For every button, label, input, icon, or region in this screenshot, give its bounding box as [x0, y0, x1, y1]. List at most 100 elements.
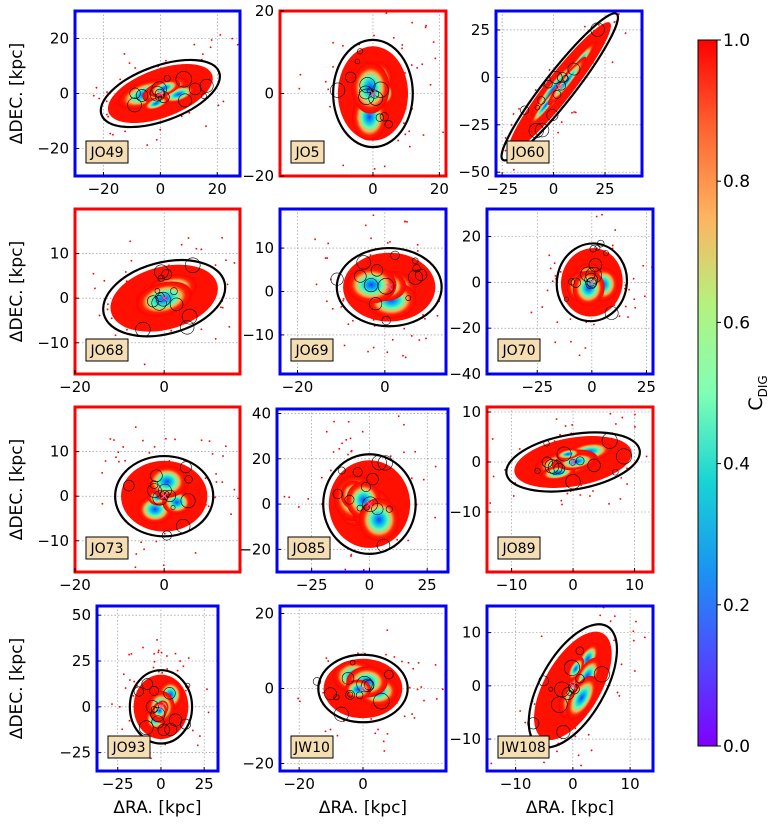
dig-pixel — [221, 306, 224, 309]
dig-pixel — [347, 323, 350, 326]
dig-pixel — [333, 420, 335, 423]
dig-pixel — [143, 548, 145, 551]
x-tick-label: −20 — [88, 180, 120, 198]
dig-pixel — [101, 502, 104, 505]
dig-pixel — [385, 653, 387, 656]
dig-pixel — [124, 270, 127, 273]
dig-pixel — [349, 437, 352, 440]
dig-pixel — [357, 652, 359, 655]
dig-pixel — [683, 440, 685, 442]
dig-pixel — [156, 639, 158, 641]
panel-name: JO60 — [511, 145, 545, 161]
panel-name-badge — [497, 338, 541, 362]
dig-pixel — [551, 280, 554, 283]
dig-pixel — [168, 460, 171, 462]
region-circle — [181, 308, 198, 325]
dig-pixel — [329, 728, 332, 731]
dig-pixel — [389, 240, 391, 243]
dig-pixel — [307, 498, 310, 500]
dig-pixel — [187, 237, 190, 239]
region-circle — [352, 467, 363, 478]
colorbar: 0.0 0.2 0.4 0.6 0.8 1.0 CDIG — [697, 31, 770, 757]
dig-pixel — [129, 679, 131, 681]
dig-pixel — [540, 635, 543, 638]
dig-pixel — [341, 442, 343, 445]
panel-name: JO73 — [90, 541, 124, 557]
y-tick-label: 0 — [81, 698, 91, 716]
dig-pixel — [134, 566, 137, 569]
y-tick-label: 0 — [264, 680, 274, 698]
region-circle — [585, 267, 602, 284]
y-tick-label: −50 — [458, 163, 490, 181]
y-tick-label: 0 — [471, 453, 481, 471]
region-circle — [155, 292, 165, 302]
panel-frame — [73, 405, 242, 574]
region-circle — [594, 244, 601, 251]
dig-pixel — [157, 649, 160, 652]
y-tick-label: −20 — [449, 319, 481, 337]
y-tick-label: 20 — [252, 450, 271, 468]
dig-pixel — [200, 439, 203, 442]
dig-pixel — [157, 651, 160, 654]
dig-pixel — [324, 80, 327, 83]
dig-pixel — [583, 25, 586, 28]
region-circle — [135, 89, 149, 102]
panel-name-badge — [290, 338, 334, 362]
dig-pixel — [548, 254, 551, 257]
dig-pixel — [180, 243, 183, 246]
dig-pixel — [124, 687, 127, 689]
colorbar-label: CDIG — [745, 375, 770, 410]
dig-pixel — [401, 47, 403, 50]
dig-pixel — [342, 164, 345, 167]
dig-pixel — [613, 615, 616, 618]
region-circle — [184, 475, 193, 484]
region-circle — [569, 458, 577, 466]
region-circle — [368, 90, 384, 106]
dig-pixel — [397, 139, 399, 142]
dig-pixel — [369, 254, 372, 256]
dig-pixel — [614, 423, 617, 425]
panel-name-badge — [497, 735, 550, 759]
x-tick-label: 0 — [380, 378, 390, 396]
region-circle — [366, 473, 379, 486]
region-circle — [563, 296, 569, 302]
colorbar-tick-label: 0.6 — [723, 313, 750, 333]
panel-jo73: ✕ −20 0 −10 0 10 JO73 ΔDEC. [kpc] — [7, 405, 242, 594]
dig-pixel — [512, 168, 515, 171]
y-tick-label: 20 — [50, 30, 69, 48]
dig-pixel — [592, 323, 595, 326]
dig-pixel — [160, 651, 163, 654]
dig-pixel — [385, 12, 388, 14]
dig-pixel — [193, 43, 196, 46]
dig-pixel — [92, 272, 95, 275]
dig-pixel — [512, 495, 515, 497]
region-circle — [547, 459, 563, 475]
region-circle — [385, 505, 393, 513]
dig-pixel — [343, 344, 346, 347]
dig-pixel — [548, 68, 551, 72]
center-marker: ✕ — [365, 498, 374, 511]
center-marker: ✕ — [358, 683, 367, 696]
dig-pixel — [566, 492, 569, 495]
x-tick-label: 0 — [568, 576, 578, 594]
dig-pixel — [492, 142, 494, 144]
dig-pixel — [554, 275, 557, 277]
dig-pixel — [221, 236, 224, 239]
dig-pixel — [314, 238, 316, 241]
dig-pixel — [336, 734, 339, 737]
dig-pixel — [105, 113, 108, 116]
dig-pixel — [574, 735, 577, 738]
region-circle — [146, 295, 159, 308]
dig-pixel — [453, 483, 455, 485]
dig-pixel — [237, 497, 239, 500]
dig-pixel — [410, 335, 413, 337]
dig-pixel — [408, 130, 410, 133]
dig-pixel — [590, 598, 592, 600]
stellar-contour — [322, 453, 417, 555]
dig-pixel — [93, 287, 96, 290]
region-circle — [156, 291, 171, 307]
dig-pixel — [422, 134, 425, 136]
x-tick-label: 25 — [418, 576, 437, 594]
dig-pixel — [588, 588, 590, 590]
dig-pixel — [162, 564, 165, 567]
